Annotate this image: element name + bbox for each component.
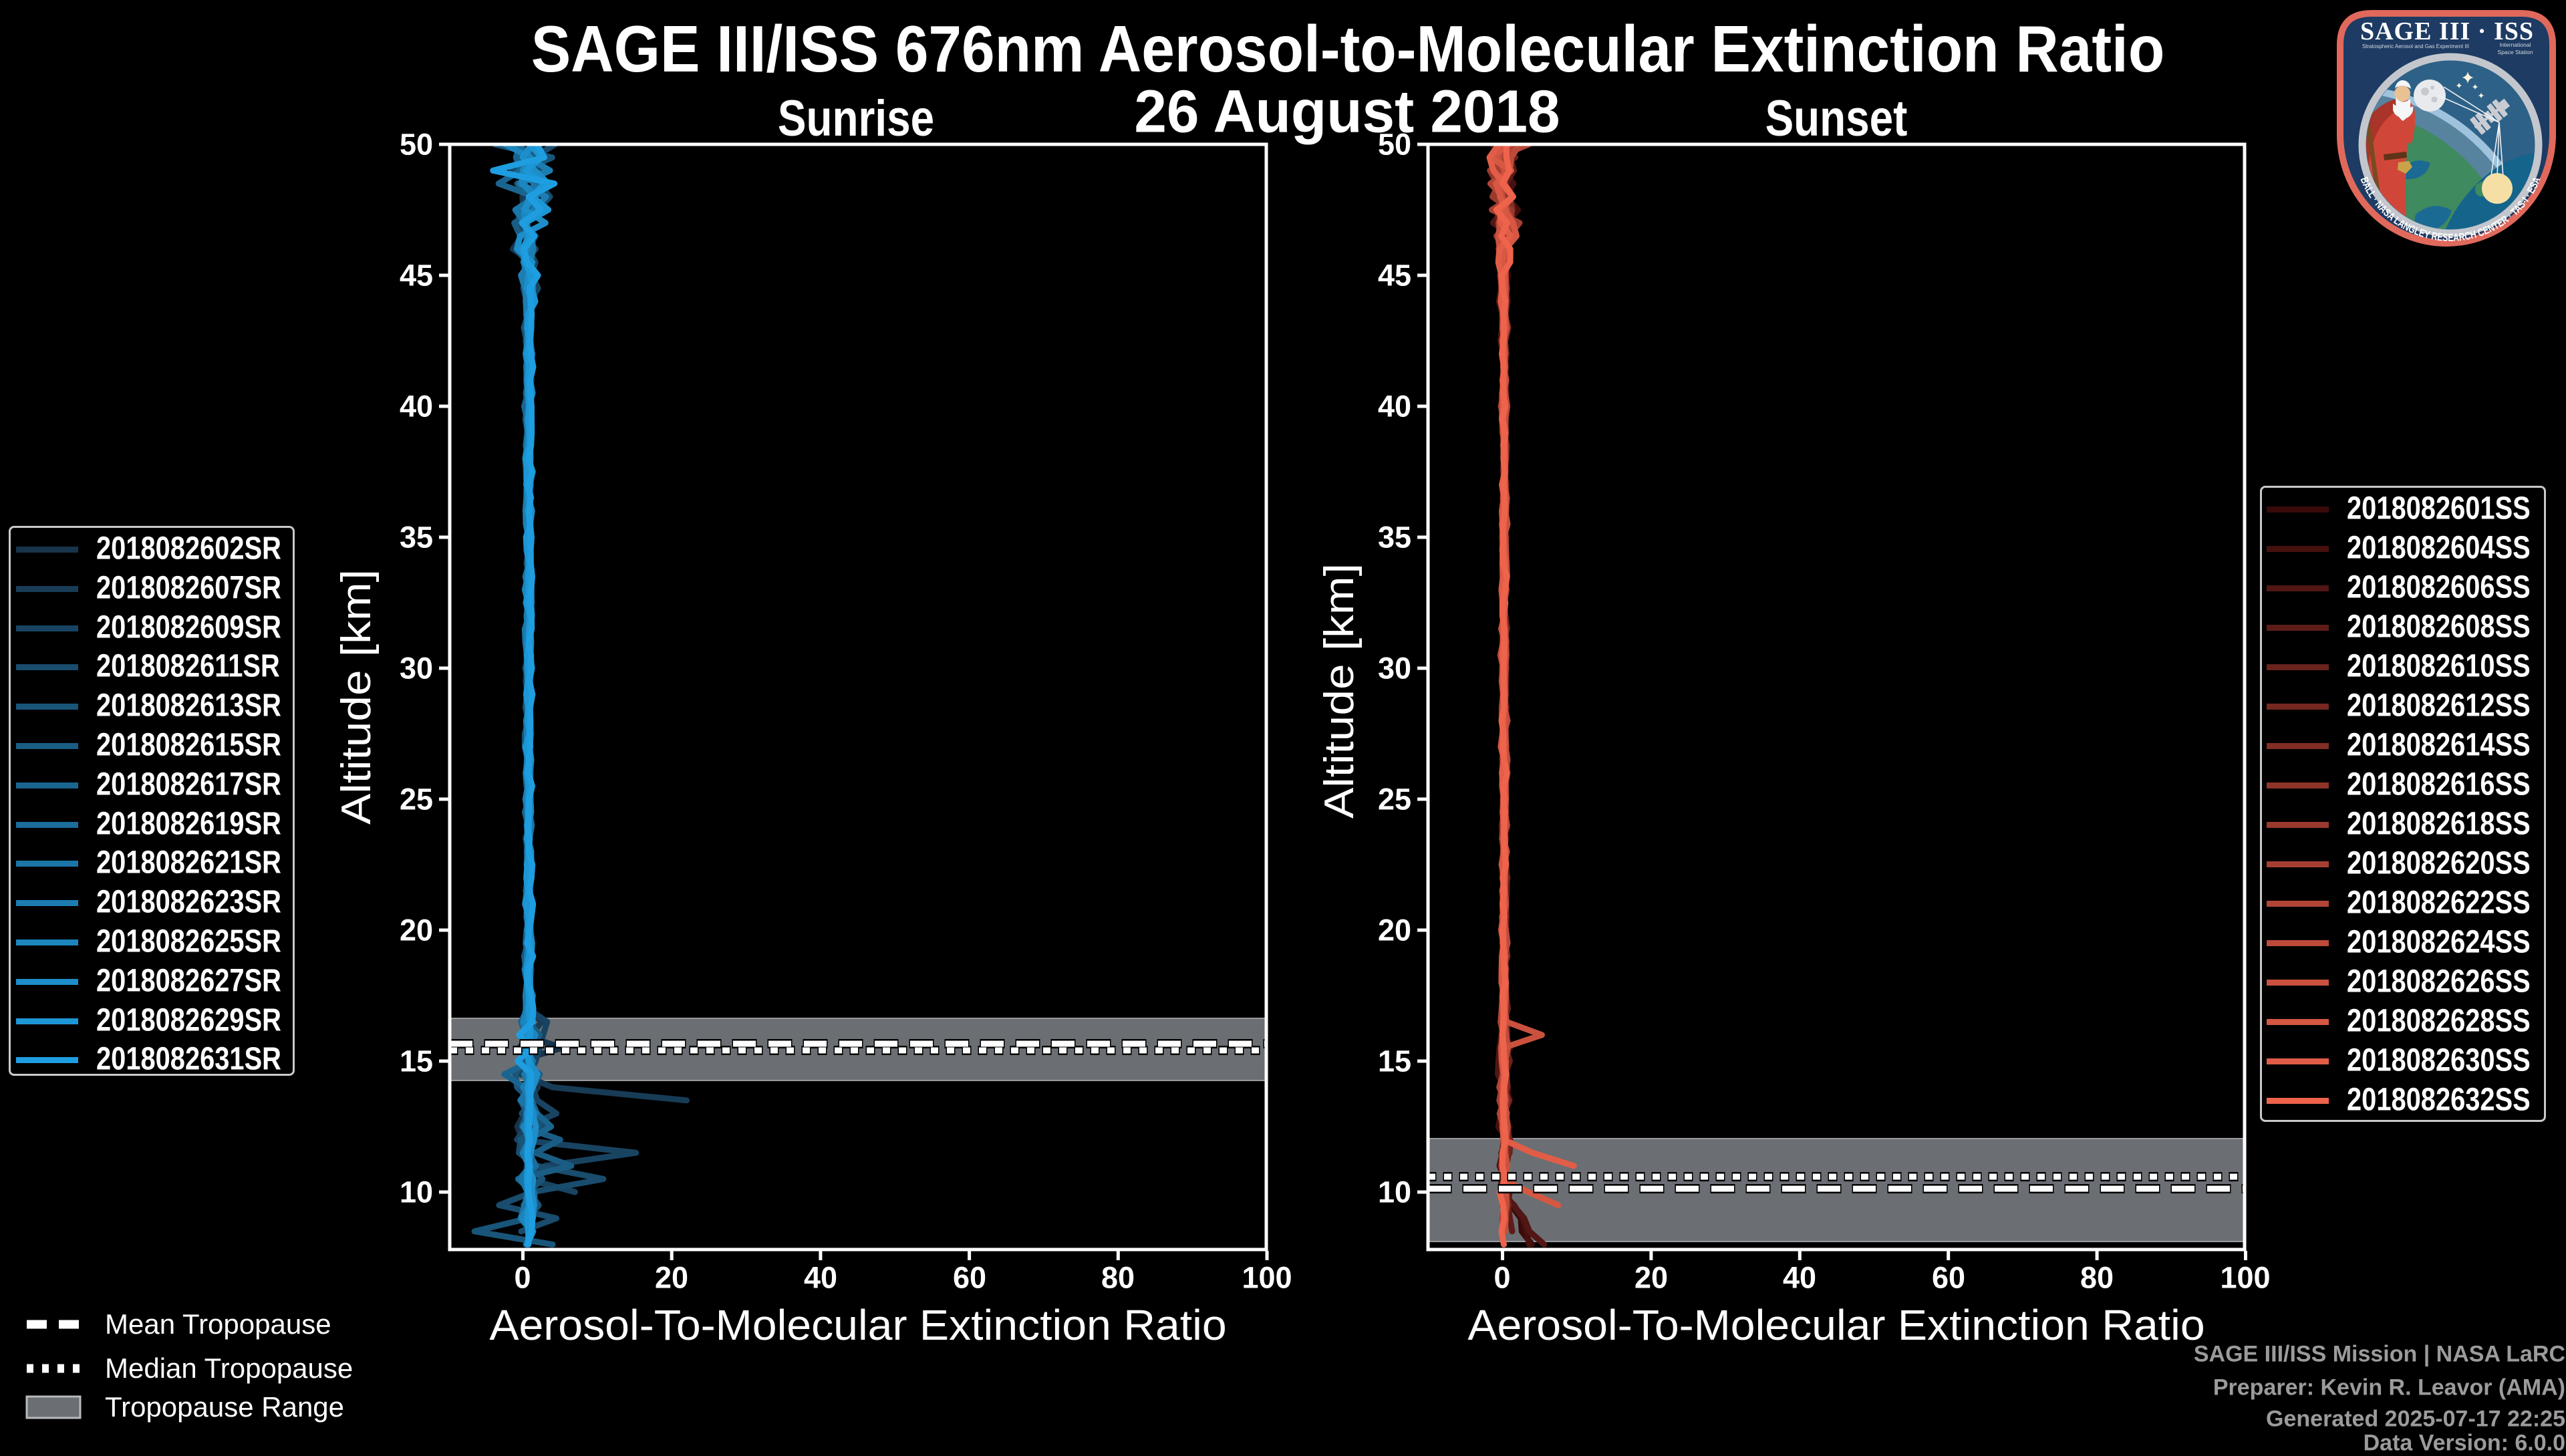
svg-text:SAGE III · ISS: SAGE III · ISS xyxy=(2360,17,2534,45)
svg-text:International: International xyxy=(2500,41,2531,48)
svg-text:Stratospheric Aerosol and Gas: Stratospheric Aerosol and Gas Experiment… xyxy=(2362,43,2469,49)
svg-text:Space Station: Space Station xyxy=(2498,49,2533,55)
